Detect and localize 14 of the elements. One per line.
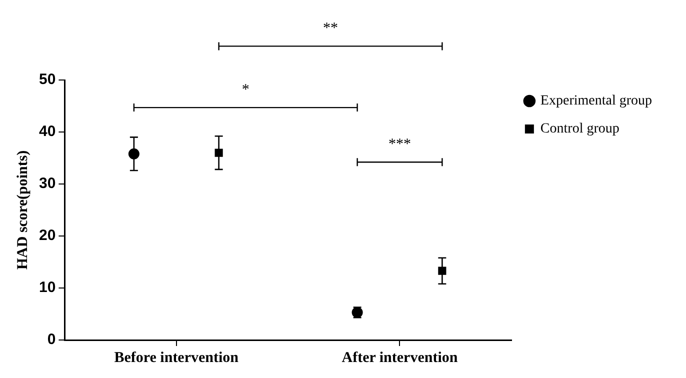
y-axis-title: HAD score(points) xyxy=(14,150,31,270)
y-tick-label: 40 xyxy=(38,123,56,140)
x-tick-label: After intervention xyxy=(342,350,458,366)
y-tick-label: 0 xyxy=(47,331,56,348)
annotation: * xyxy=(242,82,250,98)
y-tick-label: 50 xyxy=(38,71,56,88)
annotation: *** xyxy=(388,136,411,153)
y-tick-label: 30 xyxy=(38,175,56,192)
y-tick-label: 10 xyxy=(38,279,56,296)
text: ** xyxy=(322,20,338,37)
y-tick-label: 20 xyxy=(38,227,56,244)
legend-label: Control group xyxy=(540,122,620,137)
legend-label: Experimental group xyxy=(540,94,652,109)
x-tick-label: Before intervention xyxy=(114,350,240,366)
